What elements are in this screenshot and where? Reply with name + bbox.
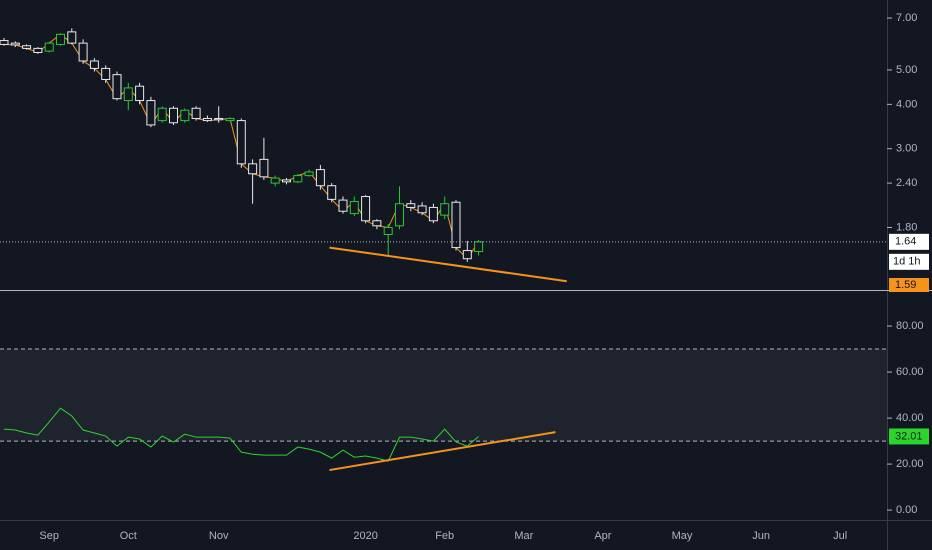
candle-body: [22, 45, 32, 49]
candle-body: [383, 226, 393, 235]
y-tick-label: 40.00: [896, 412, 924, 424]
y-tick-label: 60.00: [896, 366, 924, 378]
candle-body: [135, 85, 145, 102]
candle-body: [304, 171, 314, 177]
rsi-band: [0, 349, 887, 442]
candle-body: [293, 175, 303, 183]
candle-body: [440, 203, 450, 216]
candle-body: [259, 158, 269, 178]
candle-body: [33, 47, 43, 53]
candle-body: [417, 205, 427, 214]
candle-body: [225, 117, 235, 122]
rsi-value-label: 32.01: [895, 430, 923, 442]
x-tick-label: Mar: [514, 530, 533, 542]
trend-value-box: [889, 278, 929, 292]
rsi-value-box: [889, 428, 929, 445]
candle-body: [474, 241, 484, 253]
candle-body: [157, 107, 167, 122]
candle-body: [428, 206, 438, 222]
candle-body: [338, 199, 348, 212]
y-tick-label: 80.00: [896, 320, 924, 332]
y-tick-label: 4.00: [896, 98, 917, 110]
candle-body: [372, 220, 382, 227]
y-tick-label: 7.00: [896, 12, 917, 24]
candle-body: [10, 42, 20, 46]
candle-body: [191, 107, 201, 119]
trendline: [329, 246, 567, 283]
trendline: [329, 431, 556, 472]
x-tick-label: Apr: [594, 530, 611, 542]
countdown-label: 1d 1h: [893, 256, 921, 268]
y-tick-label: 3.00: [896, 143, 917, 155]
y-tick-label: 1.80: [896, 221, 917, 233]
candle-body: [214, 117, 224, 121]
candle-body: [349, 201, 359, 215]
x-tick-label: Oct: [120, 530, 137, 542]
candle-body: [0, 40, 9, 45]
last-price-box: [889, 233, 929, 250]
x-tick-label: 2020: [353, 530, 377, 542]
candle-body: [236, 120, 246, 165]
y-tick-label: 0.00: [896, 504, 917, 516]
candle-body: [361, 196, 371, 222]
candle-body: [406, 203, 416, 208]
x-tick-label: Jul: [833, 530, 847, 542]
candle-body: [101, 67, 111, 80]
y-tick-label: 2.40: [896, 177, 917, 189]
candle-body: [146, 100, 156, 126]
x-tick-label: Nov: [209, 530, 229, 542]
candle-body: [395, 203, 404, 227]
candle-body: [451, 201, 461, 249]
x-tick-label: Jun: [752, 530, 770, 542]
candle-body: [202, 117, 212, 122]
y-tick-label: 20.00: [896, 458, 924, 470]
rsi-line: [3, 407, 479, 462]
candle-body: [462, 250, 472, 260]
candle-body: [169, 107, 178, 124]
y-tick-label: 5.00: [896, 64, 917, 76]
candle-body: [315, 169, 325, 187]
candle-body: [78, 42, 88, 62]
candle-body: [327, 185, 337, 200]
x-tick-label: Feb: [435, 530, 454, 542]
x-tick-label: May: [672, 530, 693, 542]
candle-body: [67, 31, 77, 44]
candle-body: [44, 42, 54, 52]
last-price-label: 1.64: [895, 236, 916, 248]
candle-body: [282, 179, 291, 183]
countdown-box: [889, 253, 929, 270]
candle-body: [56, 33, 65, 45]
candle-body: [270, 177, 280, 184]
candle-body: [89, 60, 99, 69]
candle-body: [248, 163, 258, 175]
candle-body: [180, 109, 190, 122]
trend-value-label: 1.59: [895, 279, 916, 291]
candle-body: [123, 87, 133, 102]
candle-body: [112, 74, 122, 100]
x-tick-label: Sep: [39, 530, 59, 542]
